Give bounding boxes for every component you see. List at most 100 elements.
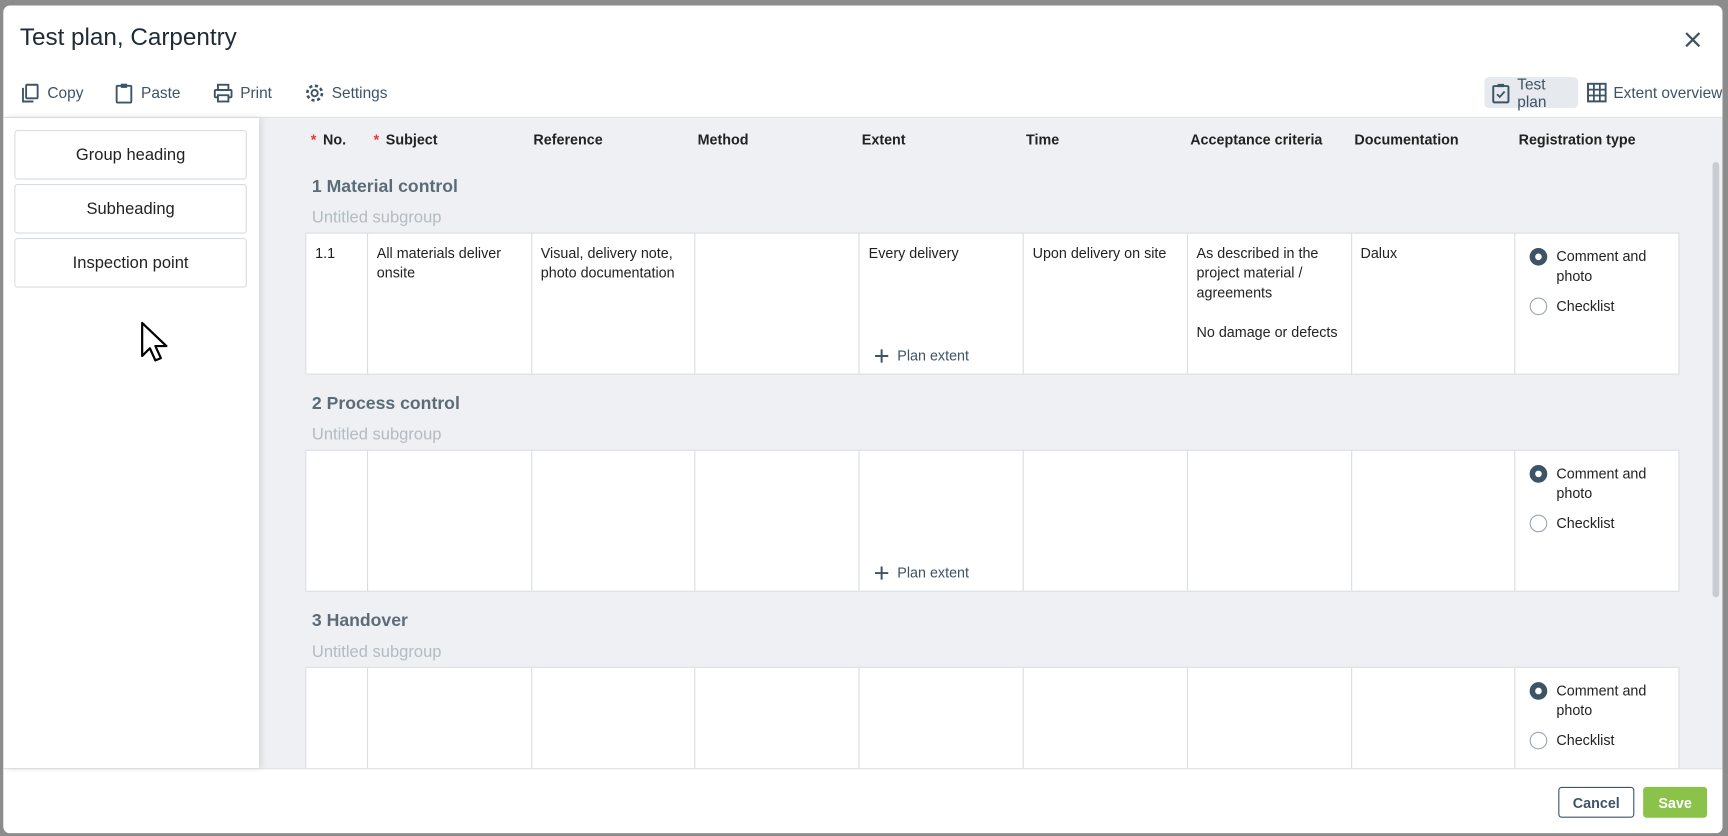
- add-inspection-point-button[interactable]: Inspection point: [14, 238, 247, 288]
- cell-documentation[interactable]: [1352, 450, 1516, 591]
- cancel-button[interactable]: Cancel: [1558, 786, 1635, 818]
- radio-checklist[interactable]: Checklist: [1529, 731, 1670, 751]
- cell-subject[interactable]: All materials deliver onsite: [368, 233, 532, 374]
- column-header-label: Acceptance criteria: [1190, 131, 1323, 148]
- settings-button[interactable]: Settings: [304, 80, 387, 104]
- dialog-footer: Cancel Save: [3, 768, 1723, 834]
- cell-subject[interactable]: [368, 450, 532, 591]
- radio-checklist[interactable]: Checklist: [1529, 296, 1670, 316]
- radio-circle-icon: [1529, 514, 1548, 533]
- radio-circle-icon: [1529, 297, 1548, 316]
- plan-extent-label: Plan extent: [897, 564, 969, 581]
- test-plan-table: * No. * Subject Reference Method Extent Time Acc…: [258, 117, 1723, 769]
- cell-text: 1.1: [315, 244, 336, 262]
- column-header-label: Method: [697, 131, 749, 148]
- cell-subject[interactable]: [368, 667, 532, 769]
- radio-comment-and-photo[interactable]: Comment and photo: [1529, 247, 1670, 287]
- subgroup-heading[interactable]: Untitled subgroup: [311, 208, 442, 228]
- cell-text: Upon delivery on site: [1032, 244, 1167, 262]
- cell-no[interactable]: 1.1: [306, 233, 368, 374]
- cell-documentation[interactable]: Dalux: [1352, 233, 1516, 374]
- plus-icon: [875, 566, 889, 580]
- cell-reference[interactable]: [532, 450, 696, 591]
- cell-method[interactable]: [696, 233, 860, 374]
- cell-text: All materials deliver onsite: [376, 244, 502, 282]
- subgroup-heading[interactable]: Untitled subgroup: [311, 642, 442, 662]
- cell-acceptance[interactable]: As described in the project material / a…: [1188, 233, 1352, 374]
- column-header-acceptance: Acceptance criteria: [1190, 131, 1322, 148]
- column-header-subject: * Subject: [374, 131, 438, 148]
- cell-no[interactable]: [306, 667, 368, 769]
- column-header-time: Time: [1026, 131, 1059, 148]
- plan-extent-button[interactable]: Plan extent: [874, 563, 969, 583]
- column-header-registration-type: Registration type: [1519, 131, 1636, 148]
- table-row: 1.1 All materials deliver onsite Visual, d…: [305, 232, 1680, 375]
- radio-label: Comment and photo: [1556, 247, 1647, 285]
- save-button[interactable]: Save: [1643, 786, 1708, 818]
- paste-button[interactable]: Paste: [114, 80, 181, 104]
- cell-registration-type: Comment and photo Checklist: [1516, 451, 1679, 591]
- table-row: Plan extent Comment and photo Checklist: [305, 449, 1680, 592]
- radio-label: Checklist: [1556, 297, 1615, 315]
- printer-icon: [213, 83, 233, 102]
- required-icon: *: [373, 131, 380, 148]
- column-header-reference: Reference: [533, 131, 602, 148]
- divider: [3, 116, 1723, 118]
- dialog-title: Test plan, Carpentry: [19, 23, 237, 51]
- tab-test-plan-label: Test plan: [1517, 74, 1547, 111]
- paste-label: Paste: [141, 83, 181, 102]
- cell-acceptance[interactable]: [1188, 667, 1352, 769]
- column-header-label: Reference: [533, 131, 603, 148]
- cell-no[interactable]: [306, 450, 368, 591]
- radio-label: Comment and photo: [1556, 682, 1647, 719]
- copy-label: Copy: [47, 83, 84, 102]
- copy-button[interactable]: Copy: [20, 80, 84, 104]
- radio-label: Comment and photo: [1556, 465, 1647, 502]
- group-heading[interactable]: 2 Process control: [311, 394, 460, 414]
- vertical-scrollbar[interactable]: [1712, 161, 1720, 598]
- cell-acceptance[interactable]: [1188, 450, 1352, 591]
- plus-icon: [875, 349, 889, 363]
- print-button[interactable]: Print: [213, 80, 272, 104]
- add-group-heading-button[interactable]: Group heading: [14, 130, 247, 180]
- required-icon: *: [310, 131, 317, 148]
- cell-method[interactable]: [696, 450, 860, 591]
- cell-documentation[interactable]: [1352, 667, 1516, 769]
- cell-text: Visual, delivery note, photo documentati…: [540, 244, 675, 282]
- cell-method[interactable]: [696, 667, 860, 769]
- group-heading[interactable]: 1 Material control: [311, 177, 458, 197]
- cell-extent[interactable]: Plan extent: [860, 667, 1024, 769]
- plan-extent-label: Plan extent: [897, 347, 969, 364]
- cell-reference[interactable]: [532, 667, 696, 769]
- close-icon[interactable]: [1681, 28, 1705, 52]
- cell-text: As described in the project material / a…: [1196, 244, 1338, 341]
- radio-circle-icon: [1529, 731, 1548, 750]
- subgroup-heading[interactable]: Untitled subgroup: [311, 425, 442, 445]
- cell-text: Dalux: [1360, 244, 1398, 262]
- cell-text: Every delivery: [868, 244, 959, 262]
- table-row: Plan extent Comment and photo Checklist: [305, 666, 1680, 769]
- group-heading[interactable]: 3 Handover: [311, 611, 408, 631]
- column-header-label: Time: [1025, 131, 1060, 148]
- radio-circle-icon: [1529, 247, 1548, 266]
- cell-time[interactable]: [1024, 450, 1188, 591]
- cell-time[interactable]: [1024, 667, 1188, 769]
- tab-extent-overview[interactable]: Extent overview: [1587, 77, 1722, 108]
- mouse-cursor-icon: [141, 321, 168, 362]
- radio-checklist[interactable]: Checklist: [1529, 514, 1670, 534]
- tab-test-plan[interactable]: Test plan: [1484, 74, 1579, 111]
- cell-time[interactable]: Upon delivery on site: [1024, 233, 1188, 374]
- plan-extent-button[interactable]: Plan extent: [874, 346, 969, 366]
- settings-label: Settings: [331, 83, 388, 102]
- gear-icon: [305, 83, 324, 102]
- column-header-label: No.: [322, 131, 347, 148]
- radio-comment-and-photo[interactable]: Comment and photo: [1529, 464, 1670, 504]
- radio-comment-and-photo[interactable]: Comment and photo: [1529, 681, 1670, 721]
- cell-reference[interactable]: Visual, delivery note, photo documentati…: [532, 233, 696, 374]
- column-header-label: Registration type: [1518, 131, 1636, 148]
- add-subheading-button[interactable]: Subheading: [14, 184, 247, 234]
- clipboard-icon: [115, 83, 133, 103]
- copy-icon: [22, 83, 39, 102]
- cell-extent[interactable]: Plan extent: [860, 450, 1024, 591]
- cell-extent[interactable]: Every delivery Plan extent: [860, 233, 1024, 374]
